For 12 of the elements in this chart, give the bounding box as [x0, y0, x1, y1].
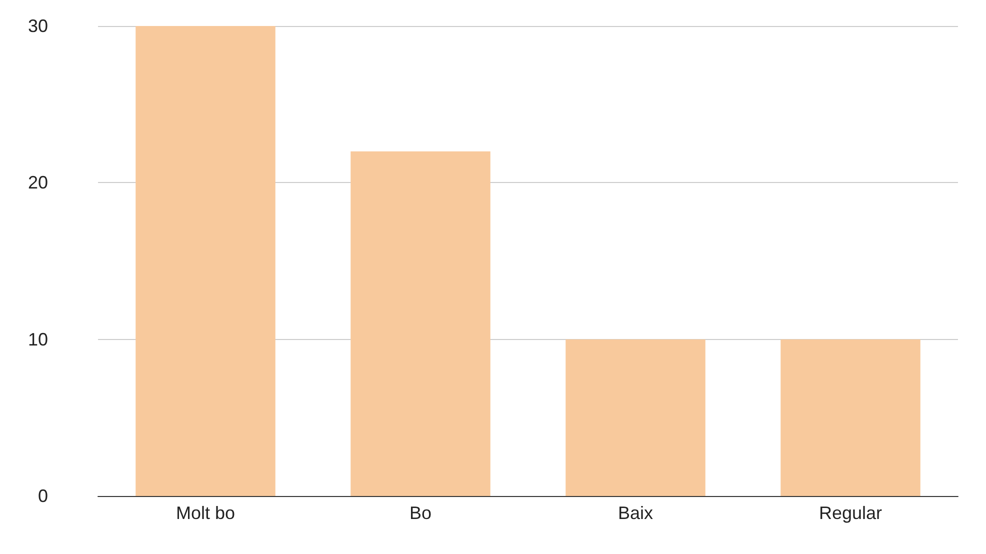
x-tick-label: Regular	[818, 503, 882, 523]
x-tick-label: Molt bo	[176, 503, 236, 523]
x-tick-label: Baix	[618, 503, 654, 523]
bar	[136, 26, 276, 496]
y-tick-label: 20	[28, 172, 48, 193]
x-tick-label: Bo	[409, 503, 432, 523]
y-tick-label: 30	[28, 16, 48, 36]
bar	[350, 151, 490, 496]
y-tick-label: 0	[38, 486, 48, 506]
bar	[566, 339, 706, 496]
y-tick-label: 10	[28, 329, 48, 350]
bar	[780, 339, 920, 496]
